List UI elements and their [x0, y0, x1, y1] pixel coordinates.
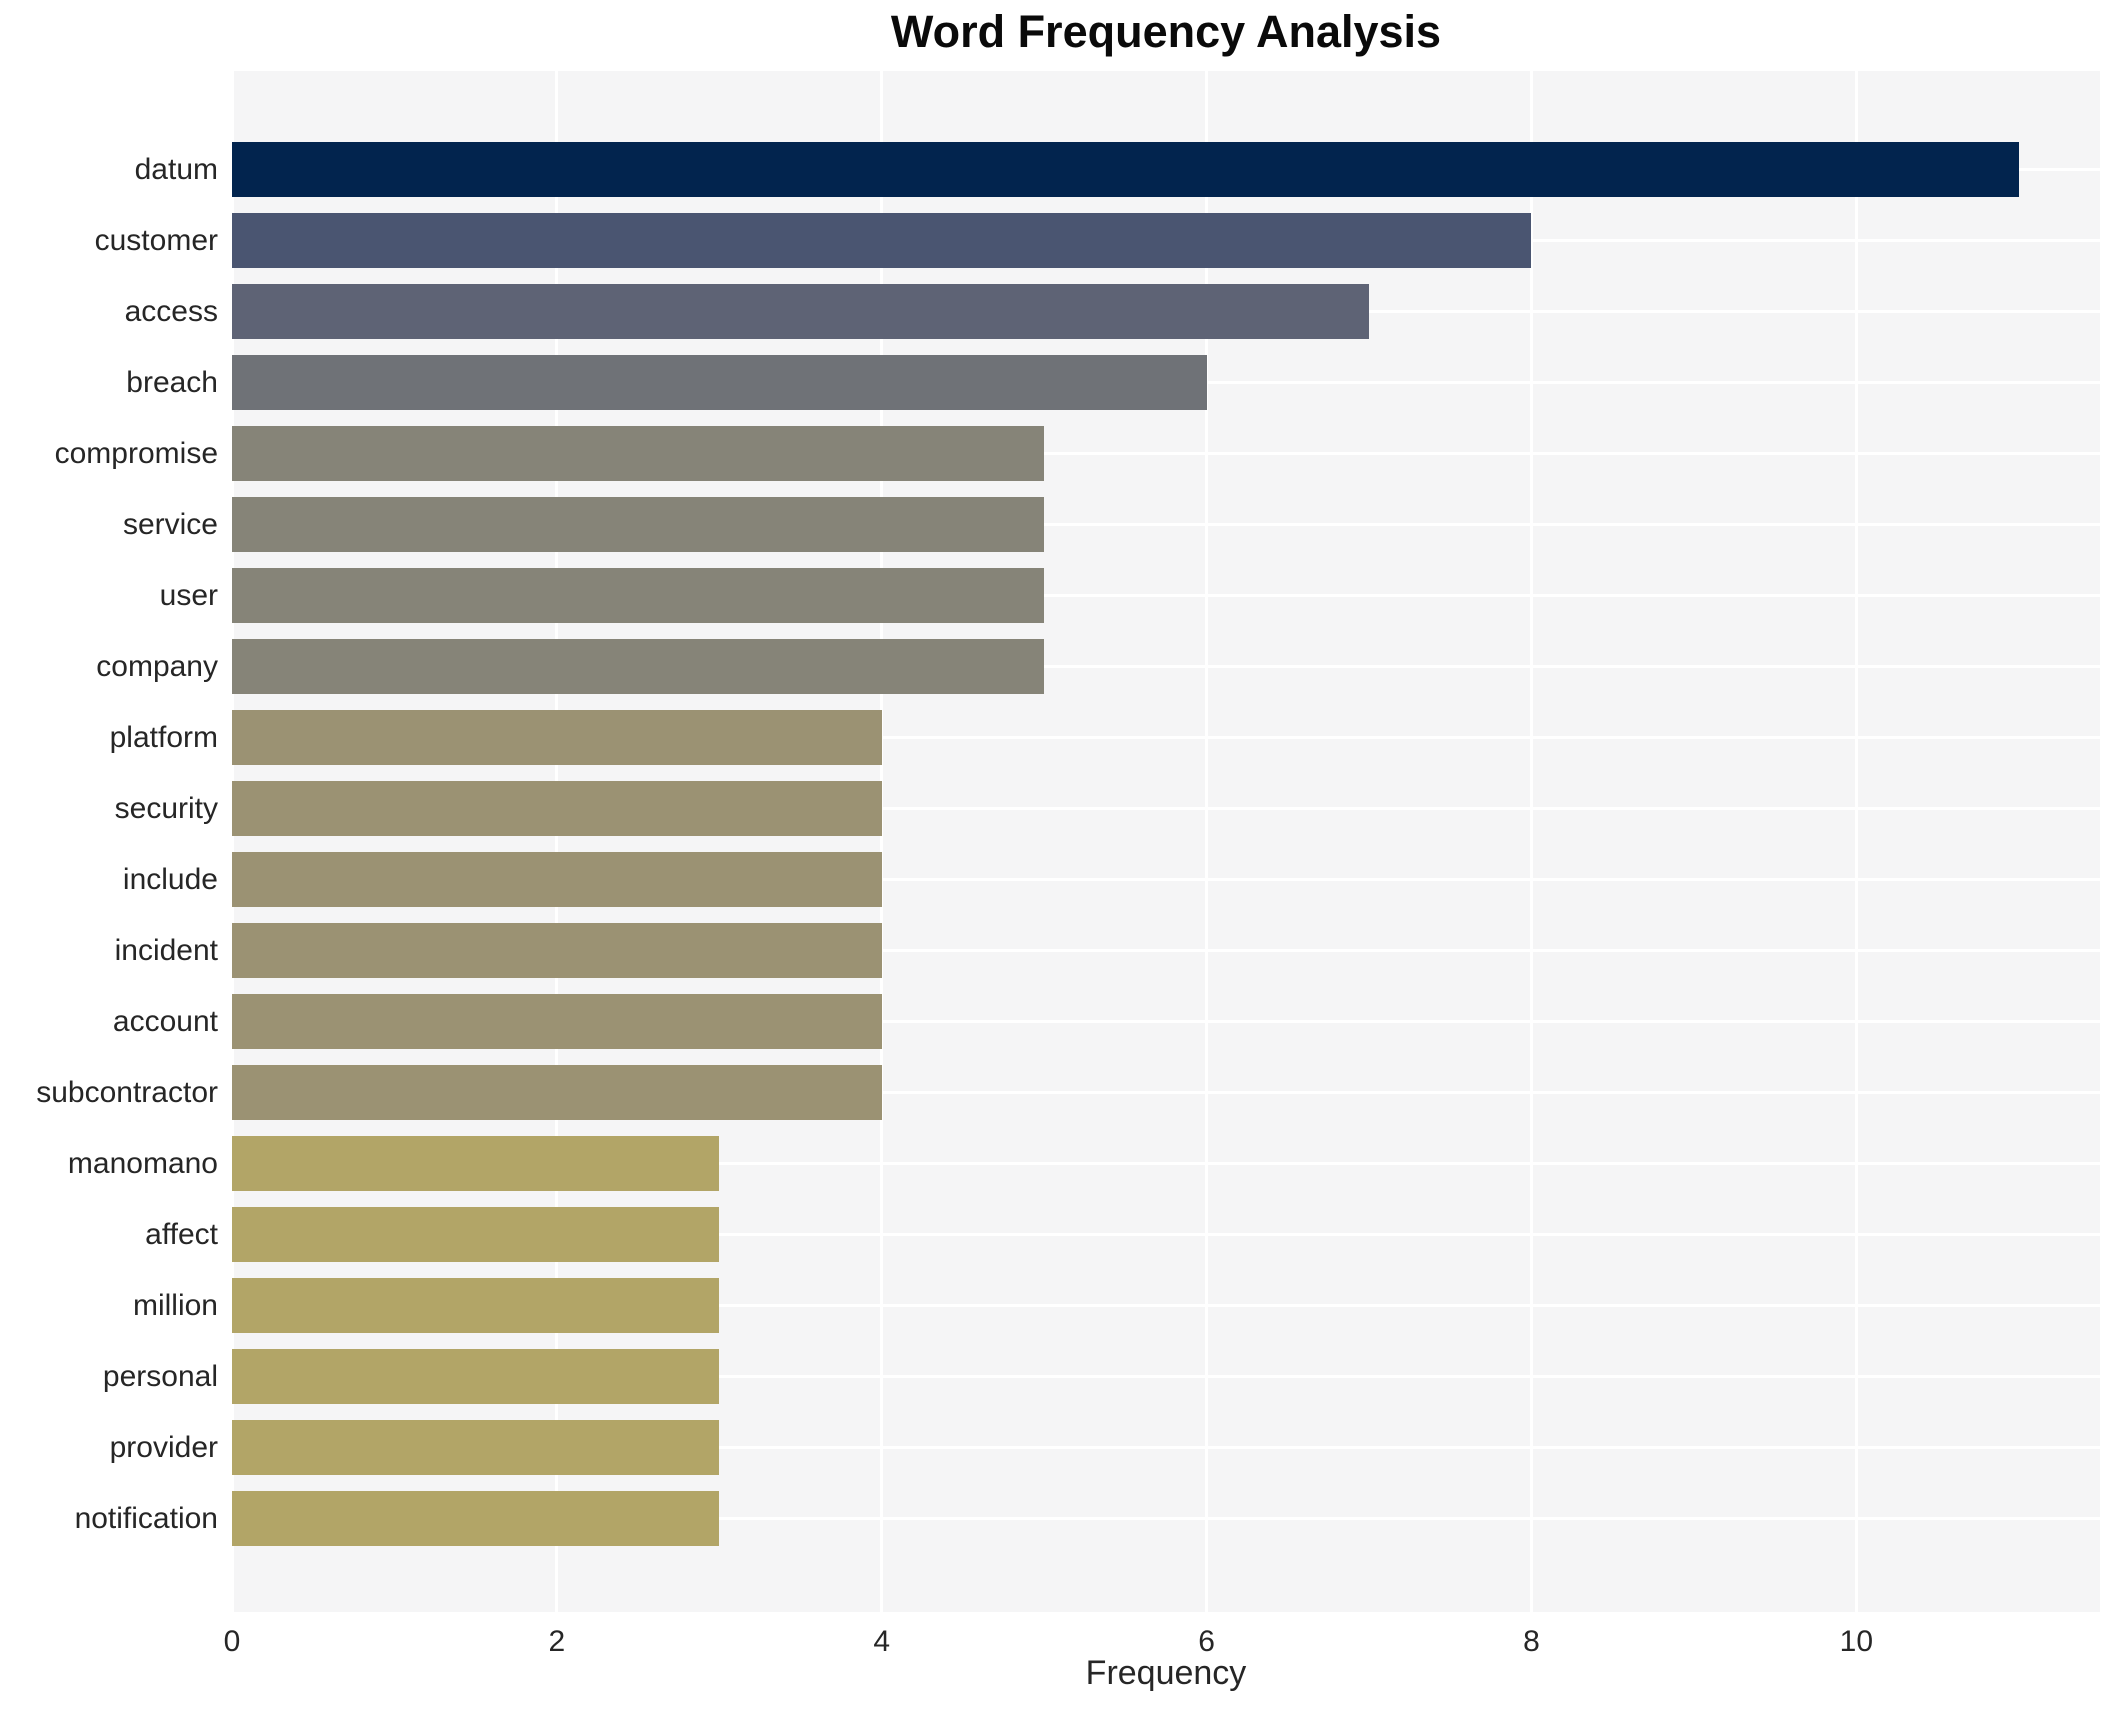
- y-tick-label-manomano: manomano: [67, 1146, 218, 1180]
- gridline-x-4: [880, 71, 884, 1612]
- bar-notification: [232, 1491, 720, 1546]
- x-axis-label: Frequency: [1085, 1654, 1247, 1692]
- x-tick-label-4: 4: [873, 1625, 891, 1658]
- gridline-y-service: [232, 523, 2100, 526]
- bar-access: [232, 284, 1370, 339]
- y-tick-label-access: access: [124, 294, 218, 328]
- gridline-y-company: [232, 665, 2100, 668]
- bar-include: [232, 852, 882, 907]
- bar-compromise: [232, 426, 1045, 481]
- y-tick-label-million: million: [132, 1288, 218, 1322]
- y-tick-label-security: security: [114, 791, 218, 825]
- gridline-x-0: [230, 71, 234, 1612]
- gridline-x-2: [555, 71, 559, 1612]
- bar-personal: [232, 1349, 720, 1404]
- gridline-x-8: [1529, 71, 1533, 1612]
- bar-manomano: [232, 1136, 720, 1191]
- x-tick-label-6: 6: [1198, 1625, 1215, 1658]
- gridline-y-platform: [232, 736, 2100, 739]
- bar-million: [232, 1278, 720, 1333]
- gridline-y-subcontractor: [232, 1091, 2100, 1094]
- bar-subcontractor: [232, 1065, 882, 1120]
- x-tick-label-8: 8: [1523, 1625, 1540, 1658]
- bar-platform: [232, 710, 882, 765]
- bar-affect: [232, 1207, 720, 1262]
- y-tick-label-customer: customer: [94, 223, 218, 257]
- gridline-y-security: [232, 807, 2100, 810]
- bar-company: [232, 639, 1045, 694]
- bar-datum: [232, 142, 2019, 197]
- bar-account: [232, 994, 882, 1049]
- gridline-y-provider: [232, 1446, 2100, 1449]
- x-tick-label-2: 2: [548, 1625, 566, 1658]
- y-tick-label-datum: datum: [134, 152, 218, 186]
- y-tick-label-subcontractor: subcontractor: [36, 1075, 218, 1109]
- y-tick-label-breach: breach: [126, 365, 218, 399]
- gridline-x-10: [1854, 71, 1858, 1612]
- gridline-y-incident: [232, 949, 2100, 952]
- y-tick-label-provider: provider: [109, 1430, 218, 1464]
- bar-provider: [232, 1420, 720, 1475]
- bar-incident: [232, 923, 882, 978]
- gridline-y-notification: [232, 1517, 2100, 1520]
- bar-security: [232, 781, 882, 836]
- x-tick-label-10: 10: [1839, 1625, 1874, 1658]
- y-tick-label-include: include: [122, 862, 218, 896]
- gridline-y-include: [232, 878, 2100, 881]
- gridline-y-user: [232, 594, 2100, 597]
- y-tick-label-company: company: [96, 649, 218, 683]
- y-tick-label-platform: platform: [109, 720, 218, 754]
- y-tick-label-affect: affect: [145, 1217, 218, 1251]
- y-tick-label-notification: notification: [74, 1501, 218, 1535]
- gridline-y-manomano: [232, 1162, 2100, 1165]
- y-tick-label-compromise: compromise: [54, 436, 218, 470]
- gridline-x-6: [1205, 71, 1209, 1612]
- y-tick-label-user: user: [159, 578, 218, 612]
- y-tick-label-incident: incident: [114, 933, 218, 967]
- x-tick-label-0: 0: [223, 1625, 241, 1658]
- gridline-y-personal: [232, 1375, 2100, 1378]
- plot-area: [230, 71, 2100, 1612]
- chart-title: Word Frequency Analysis: [890, 6, 1442, 57]
- gridline-y-affect: [232, 1233, 2100, 1236]
- bar-user: [232, 568, 1045, 623]
- gridline-y-compromise: [232, 452, 2100, 455]
- gridline-y-account: [232, 1020, 2100, 1023]
- y-tick-label-service: service: [122, 507, 218, 541]
- bar-breach: [232, 355, 1207, 410]
- bar-customer: [232, 213, 1532, 268]
- y-tick-label-account: account: [112, 1004, 218, 1038]
- gridline-y-million: [232, 1304, 2100, 1307]
- y-tick-label-personal: personal: [102, 1359, 218, 1393]
- bar-service: [232, 497, 1045, 552]
